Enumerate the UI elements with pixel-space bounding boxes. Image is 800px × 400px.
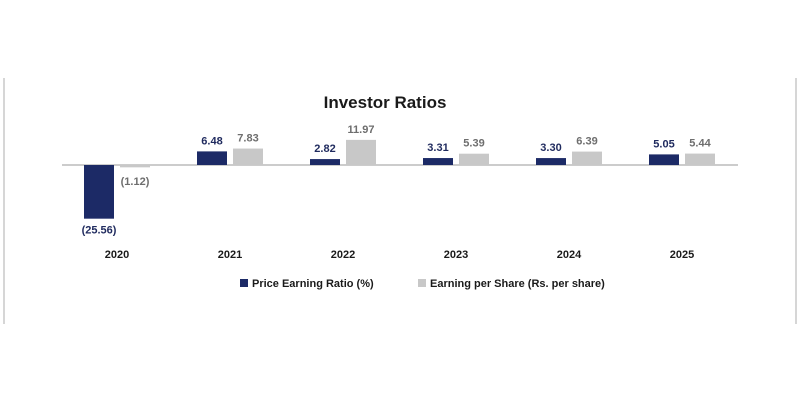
data-label-pe-2021: 6.48 bbox=[201, 135, 222, 147]
data-label-eps-2023: 5.39 bbox=[463, 138, 484, 150]
chart-title: Investor Ratios bbox=[324, 93, 447, 112]
category-label-2025: 2025 bbox=[670, 249, 694, 261]
category-label-2024: 2024 bbox=[557, 249, 582, 261]
data-label-pe-2025: 5.05 bbox=[653, 138, 674, 150]
legend-swatch-pe bbox=[240, 279, 248, 287]
legend: Price Earning Ratio (%) Earning per Shar… bbox=[240, 278, 605, 290]
category-label-2023: 2023 bbox=[444, 249, 468, 261]
bar-eps-2023 bbox=[459, 153, 489, 165]
bars-group: (25.56) (1.12) 6.48 7.83 2.82 11.97 3.31 5.39 3.… bbox=[82, 124, 715, 237]
bar-eps-2024 bbox=[572, 151, 602, 165]
data-label-pe-2023: 3.31 bbox=[427, 142, 448, 154]
category-label-2021: 2021 bbox=[218, 249, 242, 261]
bar-pe-2021 bbox=[197, 151, 227, 165]
legend-label-pe: Price Earning Ratio (%) bbox=[252, 278, 374, 290]
data-label-eps-2020: (1.12) bbox=[121, 176, 150, 188]
category-label-2022: 2022 bbox=[331, 249, 355, 261]
category-labels: 2020 2021 2022 2023 2024 2025 bbox=[105, 249, 694, 261]
bar-pe-2020 bbox=[84, 165, 114, 219]
legend-swatch-eps bbox=[418, 279, 426, 287]
bar-eps-2025 bbox=[685, 153, 715, 165]
data-label-pe-2020: (25.56) bbox=[82, 225, 117, 237]
bar-pe-2022 bbox=[310, 159, 340, 165]
frame-right-edge bbox=[795, 78, 797, 324]
frame-left-edge bbox=[3, 78, 5, 324]
bar-pe-2025 bbox=[649, 154, 679, 165]
data-label-eps-2021: 7.83 bbox=[237, 133, 258, 145]
data-label-eps-2025: 5.44 bbox=[689, 138, 711, 150]
category-label-2020: 2020 bbox=[105, 249, 129, 261]
data-label-pe-2024: 3.30 bbox=[540, 142, 561, 154]
bar-eps-2021 bbox=[233, 148, 263, 165]
bar-eps-2020 bbox=[120, 165, 150, 168]
bar-pe-2023 bbox=[423, 158, 453, 165]
bar-pe-2024 bbox=[536, 158, 566, 165]
legend-label-eps: Earning per Share (Rs. per share) bbox=[430, 278, 605, 290]
data-label-eps-2022: 11.97 bbox=[348, 124, 375, 136]
data-label-pe-2022: 2.82 bbox=[314, 143, 335, 155]
bar-eps-2022 bbox=[346, 139, 376, 165]
data-label-eps-2024: 6.39 bbox=[576, 136, 597, 148]
